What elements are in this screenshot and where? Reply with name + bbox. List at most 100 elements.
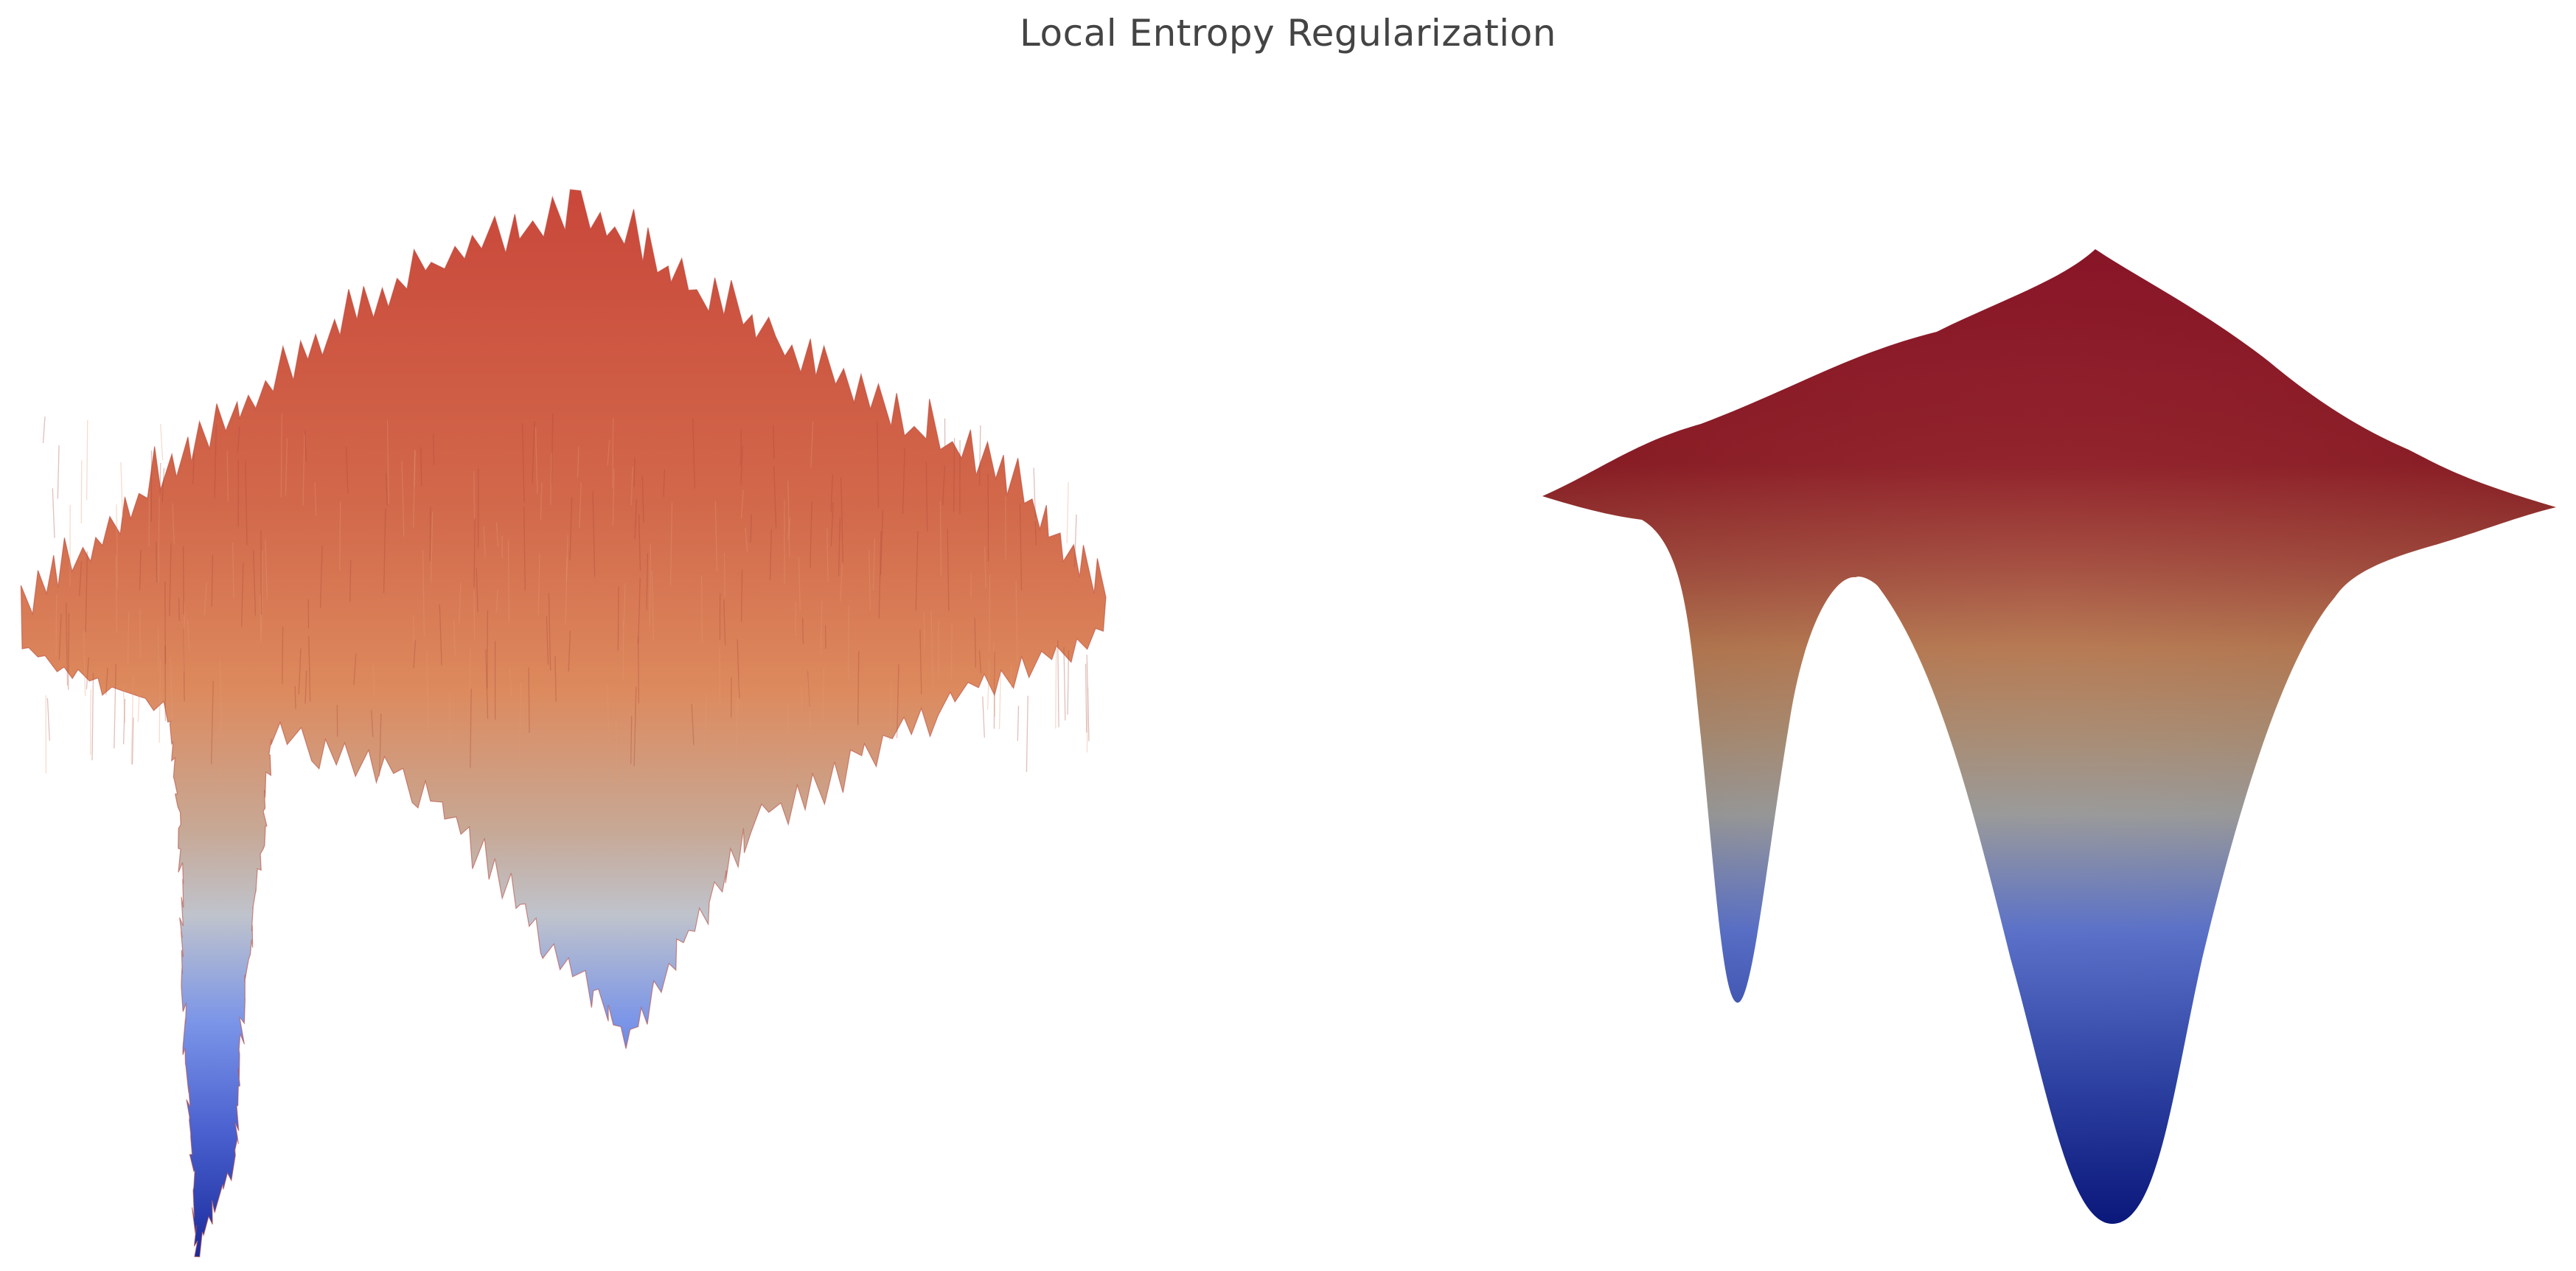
noise-spike [156,541,158,583]
noise-spike [826,528,829,582]
noise-spike [950,622,953,680]
noisy-surface-body [20,189,1107,1258]
noise-spike [86,657,89,689]
noise-spike [495,521,499,547]
noise-spike [1015,580,1018,663]
noise-spike [1085,664,1087,733]
noise-spike [840,562,843,602]
noise-spike [169,543,172,616]
noise-spike [740,445,743,485]
noise-spike [304,431,307,462]
noise-spike [953,437,955,512]
noise-spike [319,545,323,608]
noise-spike [915,531,919,611]
noise-spike [420,447,422,487]
noise-spike [919,630,922,694]
noise-spike [801,686,803,711]
noise-spike [807,670,810,707]
noise-spike [745,527,748,553]
noise-spike [641,476,644,523]
noise-spike [42,417,46,444]
noise-spike [787,703,789,785]
noise-spike [485,649,489,720]
noise-spike [617,586,619,651]
noise-spike [902,448,905,514]
noise-spike [280,413,282,498]
noise-spike [651,570,654,641]
noise-spike [518,682,522,767]
noise-spike [192,453,195,485]
noise-spike [473,470,476,520]
noise-spike [245,461,248,546]
noise-spike [211,680,214,765]
noise-spike [159,660,161,743]
noise-spike [637,636,640,704]
noise-spike [219,660,223,728]
noise-spike [577,447,579,478]
noise-spike [304,670,307,704]
noise-spike [170,657,173,735]
noise-spike [546,616,549,665]
noise-spike [413,640,417,669]
noise-spike [473,587,476,640]
noise-spike [459,582,462,624]
noise-spike [579,482,582,528]
noise-spike [978,650,982,674]
noise-spike [85,551,88,633]
noise-spike [232,542,234,599]
noise-spike [80,460,83,524]
noise-spike [1063,647,1066,721]
noise-spike [896,664,899,739]
noise-spike [487,610,489,689]
noise-spike [91,672,94,761]
noise-spike [265,539,268,600]
noise-spike [532,421,535,484]
noise-spike [379,713,382,777]
noise-spike [453,619,456,657]
noise-spike [116,504,119,590]
noise-spike [616,720,618,784]
noise-spike [439,604,442,666]
noise-spike [551,413,554,484]
noise-spike [122,685,126,723]
noise-spike [302,434,305,506]
noise-spike [426,650,429,738]
noise-spike [294,686,296,709]
noise-spike [58,613,62,660]
noise-spike [986,658,990,710]
noise-spike [385,473,388,506]
noise-spike [714,501,718,572]
noise-spike [414,450,416,487]
noise-spike [607,439,610,466]
surface-panel-regularized [1288,0,2576,1271]
noise-spike [521,422,525,504]
noise-spike [535,427,538,494]
noise-spike [700,575,703,642]
noise-spike [372,662,375,695]
noise-spike [127,612,130,664]
surface-plot-regularized [1542,249,2556,1224]
noise-spike [187,620,190,650]
noise-spike [164,581,166,664]
noise-spike [807,669,811,735]
noise-spike [282,627,284,685]
noise-spike [241,563,244,627]
noise-spike [942,465,946,506]
noise-spike [568,630,571,672]
noise-spike [565,534,568,582]
noise-spike [476,568,478,613]
noise-spike [630,467,633,506]
noise-spike [226,450,229,502]
noise-spike [1034,520,1037,546]
noise-spike [260,530,262,615]
noise-spike [203,582,207,616]
noise-spike [159,462,161,494]
noise-spike [798,557,801,611]
noise-spike [495,589,498,613]
noise-spike [982,696,985,738]
noise-spike [160,424,164,461]
noise-spike [79,561,83,596]
noise-spike [46,697,50,741]
figure-title: Local Entropy Regularization [1020,12,1556,55]
noise-spike [105,668,108,695]
